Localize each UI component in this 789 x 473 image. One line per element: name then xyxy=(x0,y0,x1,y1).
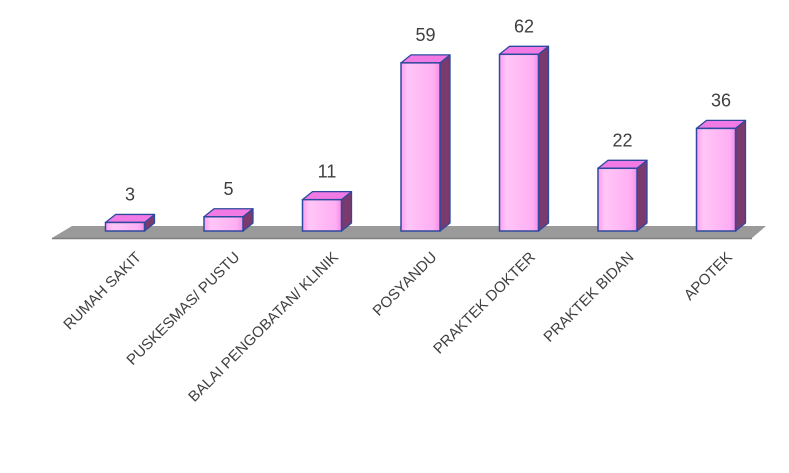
category-label-apotek: APOTEK xyxy=(681,249,736,304)
value-label-puskesmas-pustu: 5 xyxy=(223,179,233,199)
bar-side-apotek xyxy=(734,119,747,232)
bar-posyandu xyxy=(400,54,451,232)
bar-front-praktek-bidan xyxy=(597,167,638,232)
value-label-apotek: 36 xyxy=(711,90,731,110)
value-label-balai-pengobatan-klinik: 11 xyxy=(318,162,337,182)
value-label-praktek-bidan: 22 xyxy=(612,130,632,150)
bar-side-praktek-dokter xyxy=(537,45,550,232)
bar-front-praktek-dokter xyxy=(498,53,540,232)
category-label-praktek-dokter: PRAKTEK DOKTER xyxy=(430,249,539,358)
bar-front-posyandu xyxy=(400,62,441,232)
bar-praktek-dokter xyxy=(498,45,550,232)
bar-apotek xyxy=(695,119,747,232)
value-label-praktek-dokter: 62 xyxy=(514,16,534,36)
category-label-praktek-bidan: PRAKTEK BIDAN xyxy=(540,249,637,346)
category-label-rumah-sakit: RUMAH SAKIT xyxy=(60,249,145,334)
category-label-puskesmas-pustu: PUSKESMAS/ PUSTU xyxy=(123,249,243,369)
bar-praktek-bidan xyxy=(597,159,648,232)
bar-front-apotek xyxy=(695,127,737,232)
value-label-rumah-sakit: 3 xyxy=(125,184,135,204)
bar-puskesmas-pustu xyxy=(203,208,254,232)
category-label-posyandu: POSYANDU xyxy=(370,249,441,320)
bar-front-rumah-sakit xyxy=(104,221,146,232)
bar-front-balai-pengobatan-klinik xyxy=(301,198,343,232)
bar-front-puskesmas-pustu xyxy=(203,216,244,232)
value-label-posyandu: 59 xyxy=(415,25,435,45)
bar-balai-pengobatan-klinik xyxy=(301,190,353,232)
bar-rumah-sakit xyxy=(104,213,156,232)
bar-side-posyandu xyxy=(439,54,451,232)
bar-side-praktek-bidan xyxy=(636,159,648,232)
